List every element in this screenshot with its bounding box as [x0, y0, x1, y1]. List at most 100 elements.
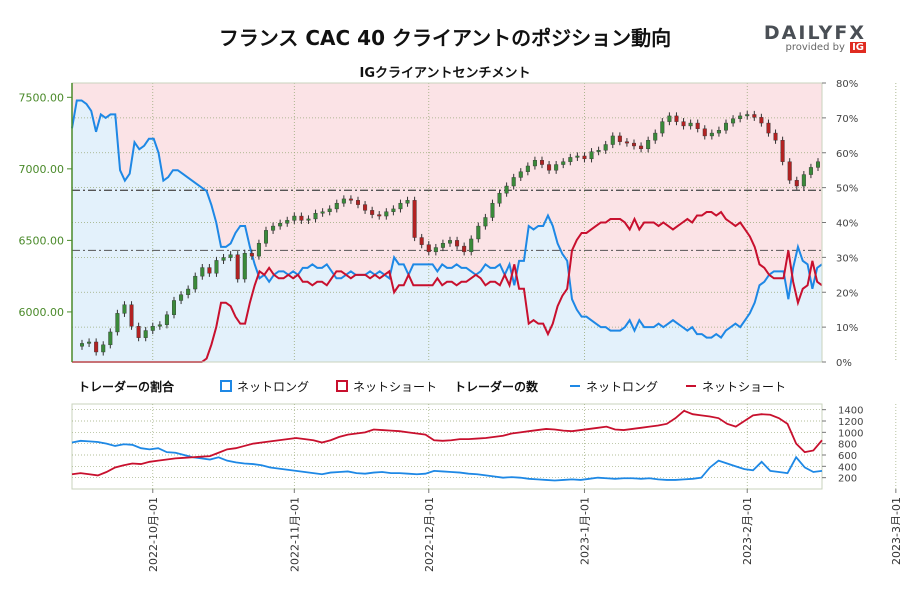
bottom-frame — [71, 403, 823, 490]
price-tick-label: 6000.00 — [19, 306, 65, 319]
candle-body — [674, 115, 679, 122]
legend-ratio-long-swatch — [220, 380, 232, 392]
pct-tick-label: 70% — [836, 114, 858, 125]
candle-body — [171, 300, 176, 315]
count-tick-label: 1000 — [838, 428, 863, 439]
candle-body — [547, 164, 552, 171]
candle-body — [575, 155, 580, 158]
candle-body — [448, 240, 453, 244]
candle-body — [79, 343, 84, 347]
candle-body — [554, 164, 559, 171]
candle-body — [249, 253, 254, 257]
chart-subtitle: IGクライアントセンチメント — [360, 66, 531, 81]
candle-body — [589, 151, 594, 160]
price-tick-label: 7000.00 — [19, 163, 65, 176]
candle-body — [780, 140, 785, 162]
candle-body — [271, 225, 276, 231]
candle-body — [108, 331, 113, 346]
candle-body — [752, 114, 757, 118]
candle-body — [356, 200, 361, 205]
candle-body — [603, 144, 608, 151]
candle-body — [568, 157, 573, 162]
legend-ratio-long-label: ネットロング — [237, 380, 309, 394]
candle-body — [370, 210, 375, 215]
candle-body — [264, 230, 269, 244]
candle-body — [129, 304, 134, 327]
candle-body — [440, 243, 445, 248]
bottom-legend: トレーダーの割合 ネットロング ネットショート トレーダーの数 ネットロング ネ… — [78, 379, 786, 394]
candle-body — [497, 192, 502, 204]
dailyfx-logo: DAILYFX provided by IG — [764, 22, 866, 53]
logo-sub: provided by IG — [764, 42, 866, 53]
candle-body — [122, 304, 127, 314]
candle-body — [292, 215, 297, 221]
x-tick-label: 2022-11月-01 — [288, 497, 301, 572]
candle-body — [667, 115, 672, 122]
candle-body — [455, 240, 460, 247]
candle-body — [214, 260, 219, 274]
candle-body — [596, 150, 601, 152]
count-tick-label: 600 — [838, 451, 857, 462]
candle-body — [94, 341, 99, 353]
x-tick-label: 2023-2月-01 — [741, 497, 754, 565]
x-axis: 2022-10月-01 2022-11月-01 2022-12月-01 2023-1月… — [147, 489, 900, 572]
count-tick-label: 200 — [838, 474, 857, 485]
long-area — [72, 100, 822, 362]
candle-body — [278, 223, 283, 227]
count-tick-label: 1200 — [838, 417, 863, 428]
candle-body — [787, 161, 792, 181]
candle-body — [738, 115, 743, 119]
legend-ratio-short-swatch — [336, 380, 348, 392]
candle-body — [101, 344, 106, 353]
candle-body — [617, 135, 622, 142]
candle-body — [709, 132, 714, 137]
candle-body — [724, 122, 729, 131]
candle-body — [801, 174, 806, 187]
net-long-line — [71, 99, 823, 339]
count-tick-label: 800 — [838, 440, 857, 451]
ig-logo: IG — [850, 42, 866, 53]
candle-body — [794, 180, 799, 187]
pct-tick-label: 0% — [836, 358, 852, 369]
count-short-line — [71, 409, 823, 477]
candle-body — [504, 185, 509, 194]
candle-body — [313, 212, 318, 220]
candle-body — [157, 324, 162, 327]
candle-body — [773, 132, 778, 141]
legend-ratio-short-label: ネットショート — [353, 380, 437, 394]
candle-body — [702, 128, 707, 137]
candle-body — [462, 245, 467, 253]
count-tick-label: 400 — [838, 462, 857, 473]
price-tick-label: 6500.00 — [19, 234, 65, 247]
candle-body — [808, 167, 813, 175]
candle-body — [476, 225, 481, 240]
candle-body — [87, 341, 92, 344]
candle-body — [200, 267, 205, 277]
pct-tick-label: 30% — [836, 253, 858, 264]
top-chart: 6000.00 6500.00 7000.00 7500.00 0% 10% 20% 30% 4… — [19, 79, 897, 369]
chart-title: フランス CAC 40 クライアントのポジション動向 — [219, 26, 671, 50]
candle-body — [228, 254, 233, 258]
candle-body — [256, 243, 261, 257]
pct-tick-label: 60% — [836, 149, 858, 160]
candle-body — [398, 202, 403, 210]
candle-body — [525, 165, 530, 172]
candle-body — [412, 200, 417, 238]
candle-body — [469, 238, 474, 253]
logo-main: DAILYFX — [763, 22, 866, 44]
logo-provided-by: provided by — [785, 42, 845, 53]
candle-body — [285, 220, 290, 224]
candle-body — [242, 253, 247, 280]
candle-body — [660, 121, 665, 134]
price-tick-label: 7500.00 — [19, 91, 65, 104]
candle-body — [221, 257, 226, 261]
candle-body — [610, 135, 615, 145]
candle-body — [377, 214, 382, 217]
candle-body — [639, 145, 644, 150]
legend-ratio-title: トレーダーの割合 — [78, 379, 175, 394]
candle-body — [561, 161, 566, 165]
pct-tick-label: 40% — [836, 219, 858, 230]
candle-body — [490, 202, 495, 218]
